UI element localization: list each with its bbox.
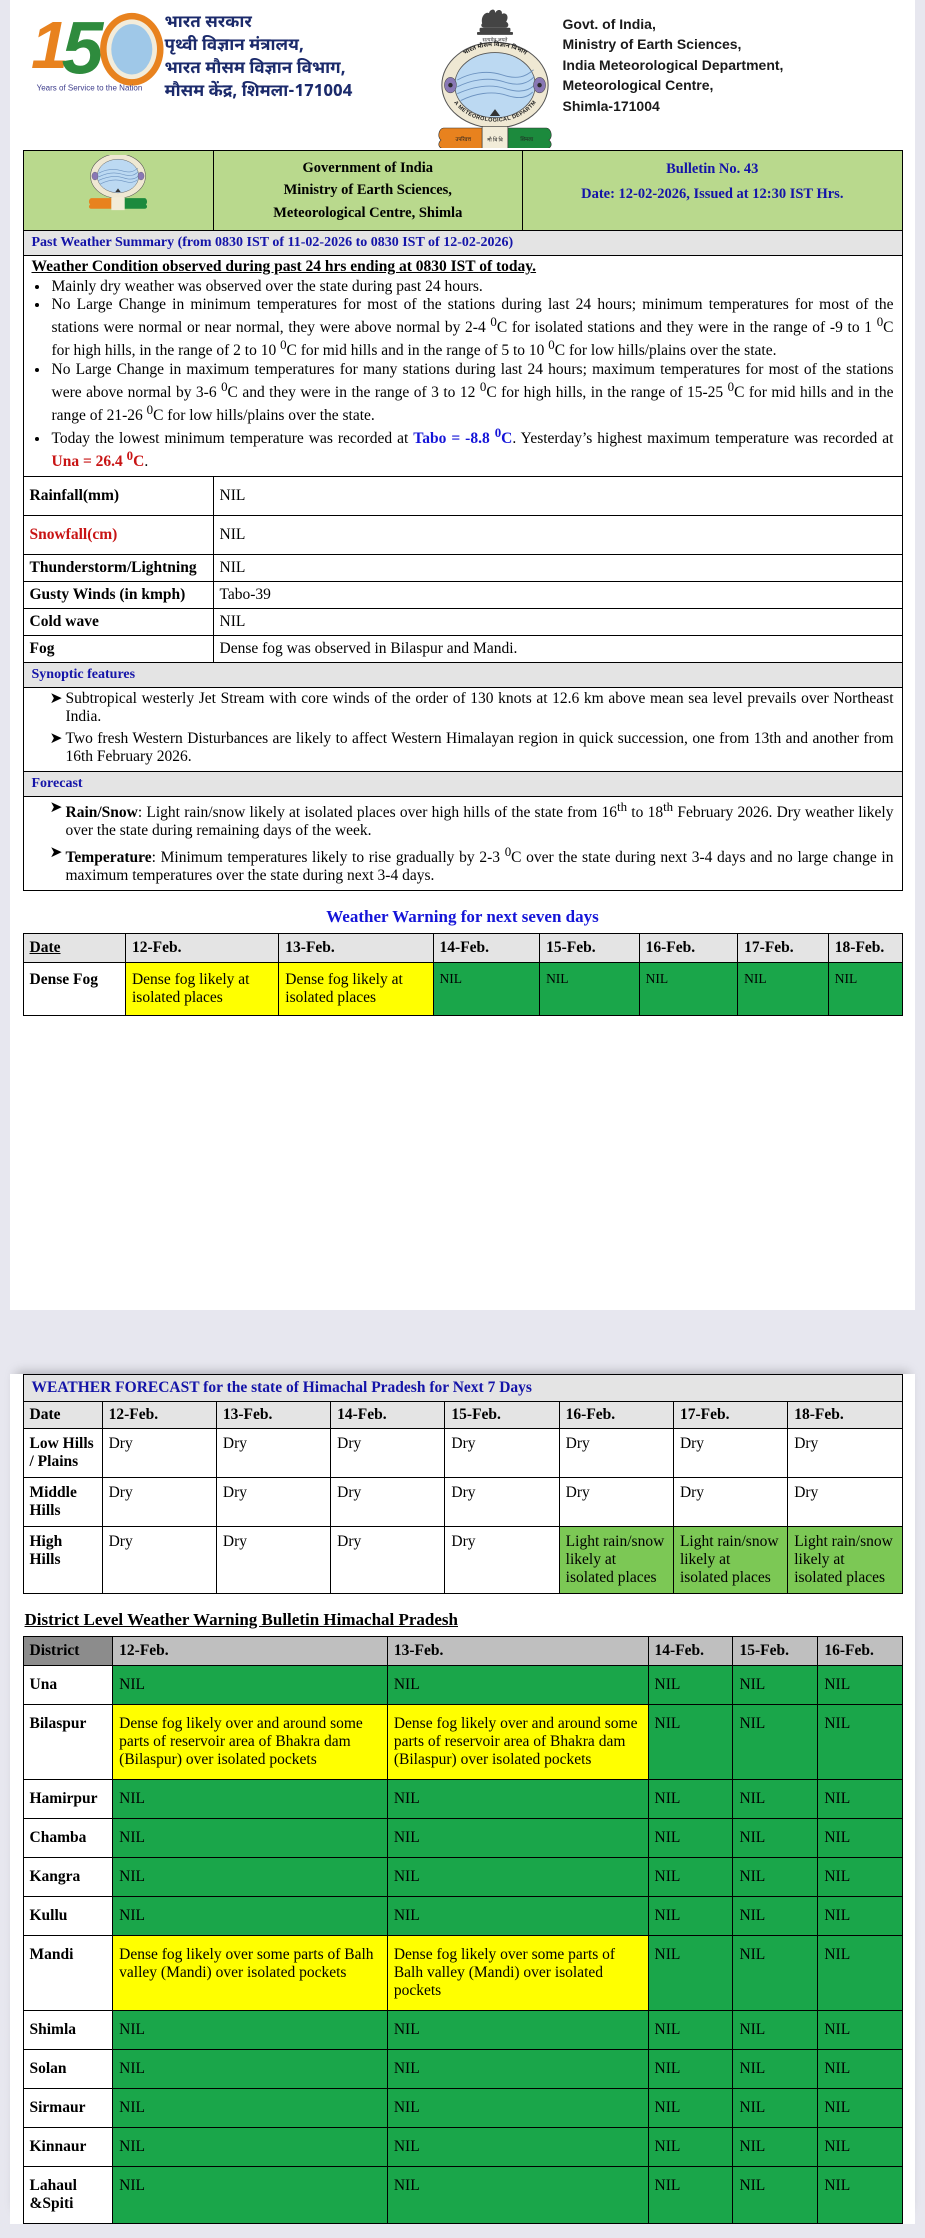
svg-text:शिमला: शिमला — [520, 137, 533, 144]
svg-text:Years of Service to the Nation: Years of Service to the Nation — [36, 83, 142, 92]
svg-text:मौ वि वि: मौ वि वि — [487, 138, 503, 145]
svg-text:उपरिवत्त: उपरिवत्त — [455, 137, 471, 144]
svg-text:5: 5 — [61, 10, 104, 90]
